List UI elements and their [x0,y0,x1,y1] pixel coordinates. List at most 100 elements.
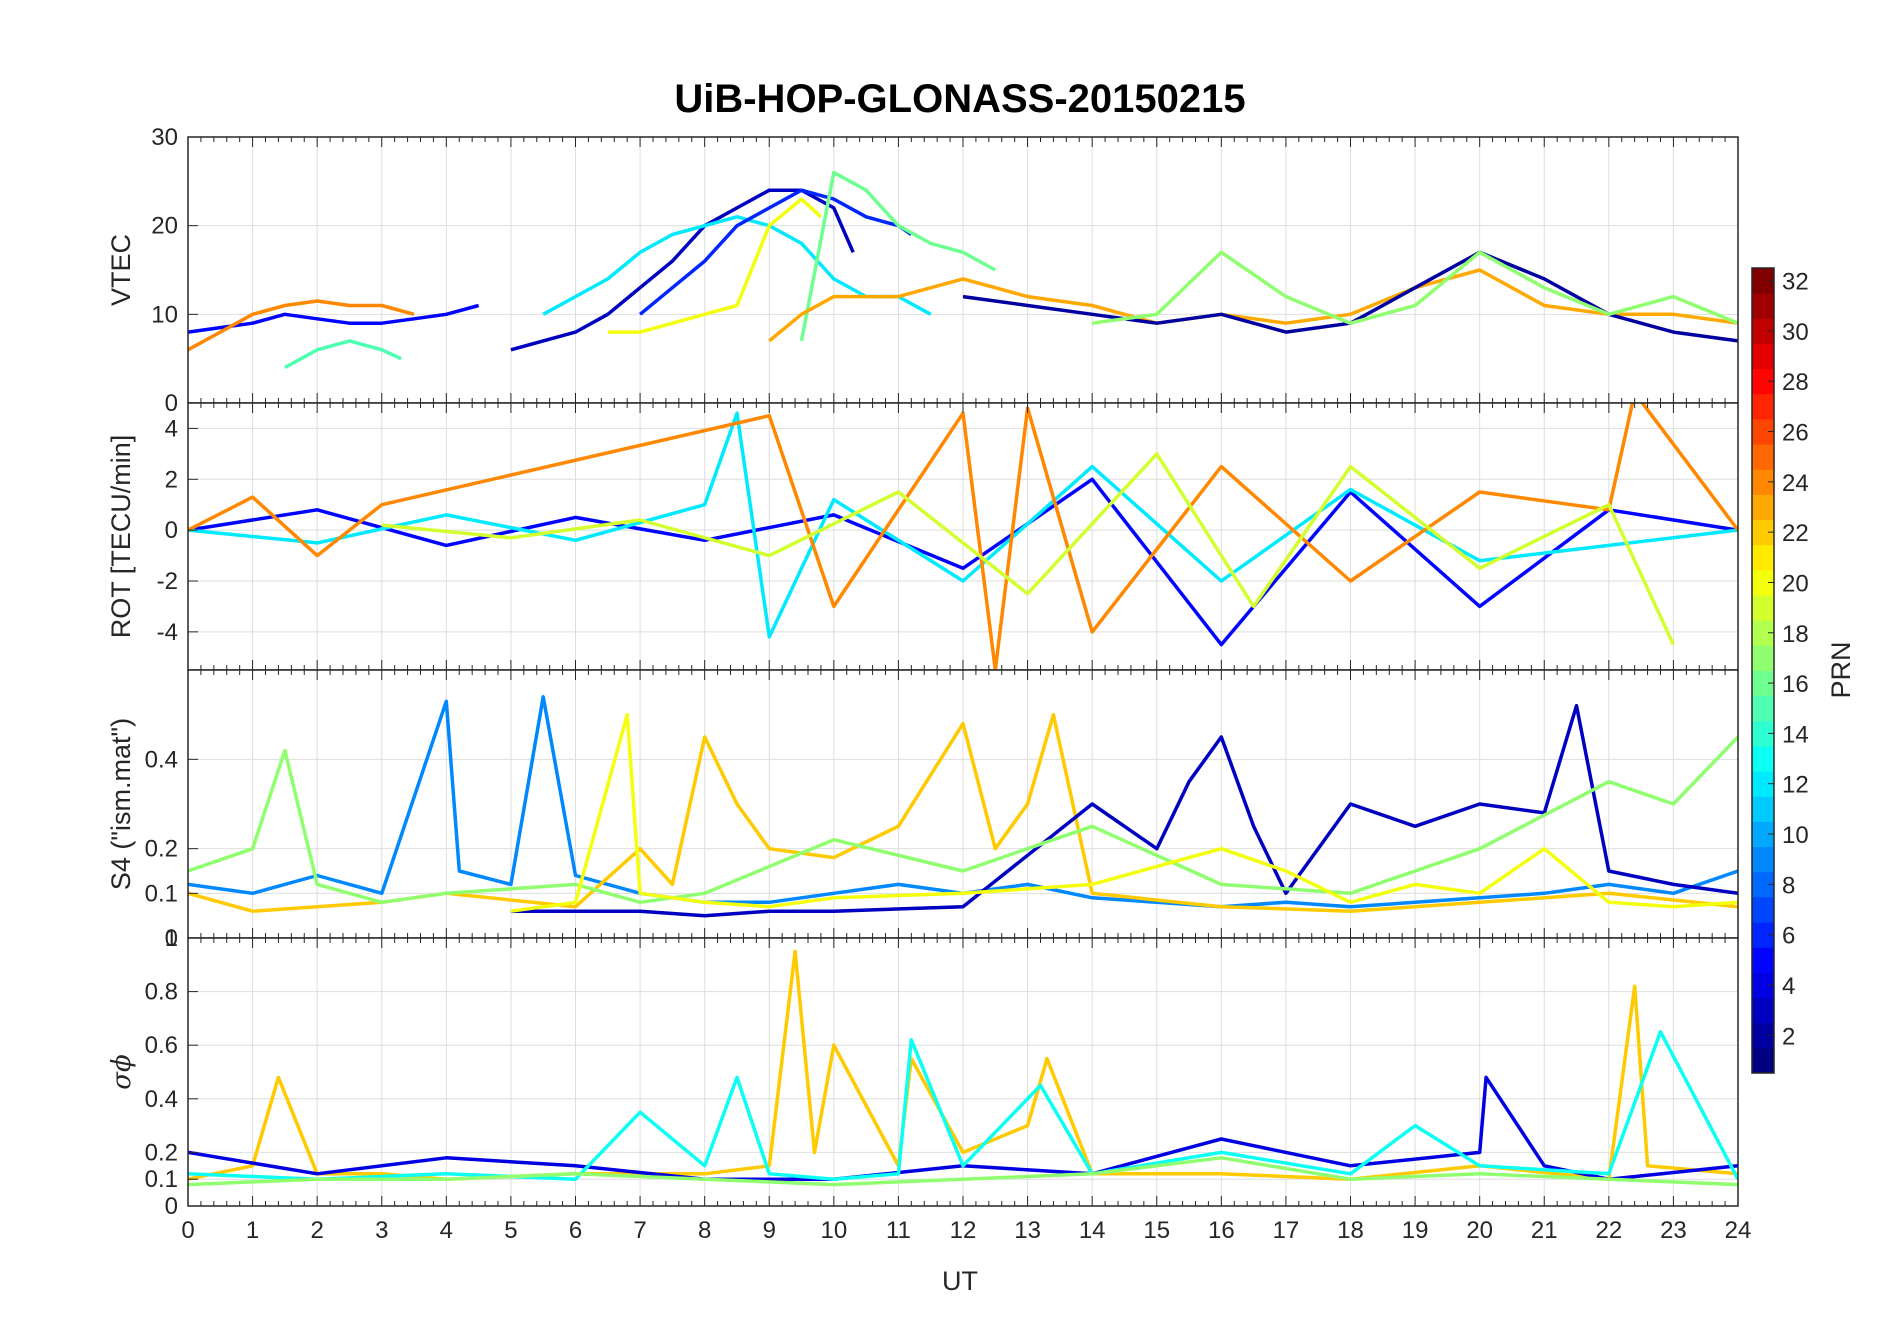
y-tick-label: 10 [151,301,178,328]
colorbar-segment [1752,997,1774,1024]
colorbar-segment [1752,745,1774,772]
colorbar-segment [1752,393,1774,420]
series-group [188,949,1738,1187]
panel-s4: 0 0.1 0.2 0.4 S4 ("ism.mat") [106,669,1739,952]
y-tick-label: 4 [165,415,178,442]
colorbar-segment [1752,947,1774,973]
x-tick-label: 10 [820,1217,847,1244]
y-tick-label: 0 [165,390,178,417]
y-tick-label: 0.1 [145,880,178,907]
colorbar-segment [1752,469,1774,495]
x-tick-label: 8 [698,1217,711,1244]
colorbar-tick-label: 12 [1782,772,1809,799]
series-group [188,170,1738,370]
panel-rot: -4 -2 0 2 4 ROT [TECU/min] [106,402,1739,671]
y-tick-label: 0.8 [145,979,178,1006]
colorbar-segment [1752,720,1774,747]
x-tick-label: 21 [1531,1217,1558,1244]
colorbar-segment [1752,620,1774,646]
colorbar-segment [1752,846,1774,873]
colorbar-tick-label: 14 [1782,721,1809,748]
y-tick-label: 0.6 [145,1032,178,1059]
colorbar-segment [1752,569,1774,596]
series-line-prn-6 [638,188,913,316]
colorbar-tick-label: 6 [1782,923,1795,950]
y-axis-label: σϕ [107,1054,137,1090]
x-tick-label: 3 [375,1217,388,1244]
y-tick-label: 2 [165,466,178,493]
series-line-prn-5 [188,303,480,334]
series-line-prn-3 [510,703,1738,918]
series-line-prn-17 [188,735,1738,905]
x-tick-label: 7 [633,1217,646,1244]
series-line-prn-24 [188,299,415,352]
y-tick-label: 0.4 [145,746,178,773]
x-tick-label: 19 [1402,1217,1429,1244]
y-tick-label: 0.2 [145,836,178,863]
series-line-prn-5 [188,477,1738,647]
colorbar-tick-label: 10 [1782,822,1809,849]
y-tick-label: 0 [165,517,178,544]
x-tick-label: 12 [950,1217,977,1244]
y-axis-label: ROT [TECU/min] [106,435,136,639]
colorbar-label: PRN [1826,641,1856,698]
x-tick-label: 18 [1337,1217,1364,1244]
colorbar-tick-label: 22 [1782,520,1809,547]
x-axis-label: UT [942,1266,978,1296]
series-line-prn-20 [510,712,1738,913]
series-line-prn-24 [188,403,1738,670]
x-tick-label: 6 [569,1217,582,1244]
chart-title: UiB-HOP-GLONASS-20150215 [674,77,1245,121]
colorbar-tick-label: 4 [1782,973,1795,1000]
x-tick-label: 13 [1014,1217,1041,1244]
y-axis-label: S4 ("ism.mat") [106,718,136,890]
y-tick-label: -2 [157,568,178,595]
colorbar-segment [1752,796,1774,822]
x-tick-label: 0 [181,1217,194,1244]
x-tick-label: 9 [763,1217,776,1244]
colorbar-tick-label: 16 [1782,671,1809,698]
series-line-prn-20 [607,197,823,334]
series-line-prn-15 [284,339,402,370]
colorbar-segment [1752,1047,1774,1074]
colorbar-segment [1752,972,1774,999]
x-tick-label: 24 [1725,1217,1752,1244]
x-tick-labels: 0 1 2 3 4 5 6 7 8 9 10 11 12 13 14 15 16 17 18 19 20 21 22 23 24 [181,1217,1751,1244]
colorbar-segment [1752,595,1774,621]
colorbar-tick-label: 8 [1782,872,1795,899]
colorbar-segment [1752,1022,1774,1049]
colorbar-segment [1752,544,1774,571]
y-tick-label: 30 [151,124,178,151]
x-tick-label: 23 [1660,1217,1687,1244]
colorbar-tick-label: 2 [1782,1023,1795,1050]
x-tick-label: 15 [1143,1217,1170,1244]
series-group [188,403,1738,670]
y-tick-label: 0 [165,1193,178,1220]
x-tick-label: 17 [1273,1217,1300,1244]
colorbar-segment [1752,318,1774,344]
x-tick-label: 11 [886,1217,911,1244]
colorbar-tick-label: 20 [1782,570,1809,597]
y-tick-label: 1 [165,925,178,952]
y-tick-label: 0 [165,925,178,952]
x-tick-label: 1 [246,1217,259,1244]
x-tick-label: 2 [310,1217,323,1244]
series-line-prn-16 [799,170,997,342]
panel-vtec: 0 10 20 30 VTEC [106,124,1739,417]
colorbar-tick-label: 30 [1782,319,1809,346]
colorbar-segment [1752,695,1774,722]
colorbar-frame [1751,267,1775,1074]
y-tick-label: 0.4 [145,1086,178,1113]
colorbar-segment [1752,771,1774,797]
colorbar-tick-label: 32 [1782,269,1809,296]
colorbar-segment [1752,368,1774,395]
series-line-prn-13 [188,1030,1738,1181]
series-line-prn-17 [1091,250,1738,325]
y-tick-label: 0.2 [145,1139,178,1166]
y-tick-label: -4 [157,619,178,646]
colorbar-segment [1752,293,1774,319]
